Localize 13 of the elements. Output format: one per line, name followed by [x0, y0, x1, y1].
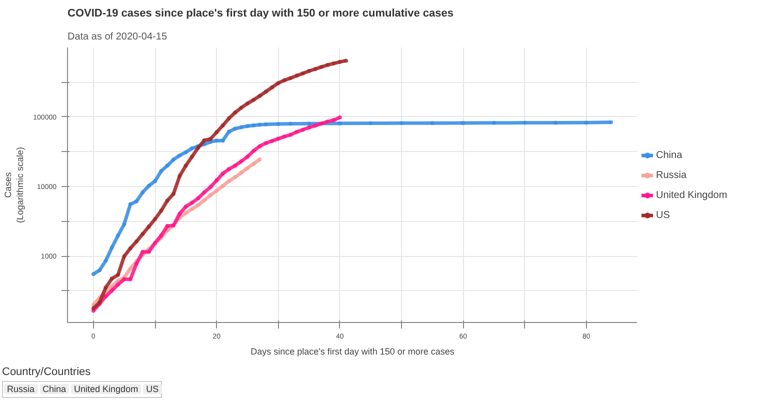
text: Russia [4, 384, 38, 394]
x-axis-title: Days since place's first day with 150 or more cases [250, 346, 455, 356]
text: US [143, 384, 162, 394]
text: Country/Countries [2, 365, 92, 380]
legend-label: China [656, 149, 682, 161]
legend-label: US [656, 209, 671, 221]
legend-label: Russia [656, 169, 687, 181]
text: China [40, 384, 70, 394]
chart-subtitle: Data as of 2020-04-15 [68, 32, 168, 42]
chart-title: COVID-19 cases since place's first day with 150 or more cumulative cases [68, 8, 454, 20]
text: United Kingdom [71, 384, 142, 394]
y-axis-title: Cases (Logarithmic scale) [3, 146, 26, 224]
legend-label: United Kingdom [656, 189, 728, 201]
